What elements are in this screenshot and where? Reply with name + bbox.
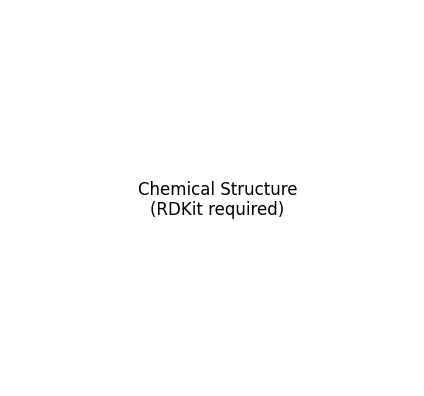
Text: Chemical Structure
(RDKit required): Chemical Structure (RDKit required) bbox=[137, 181, 297, 219]
